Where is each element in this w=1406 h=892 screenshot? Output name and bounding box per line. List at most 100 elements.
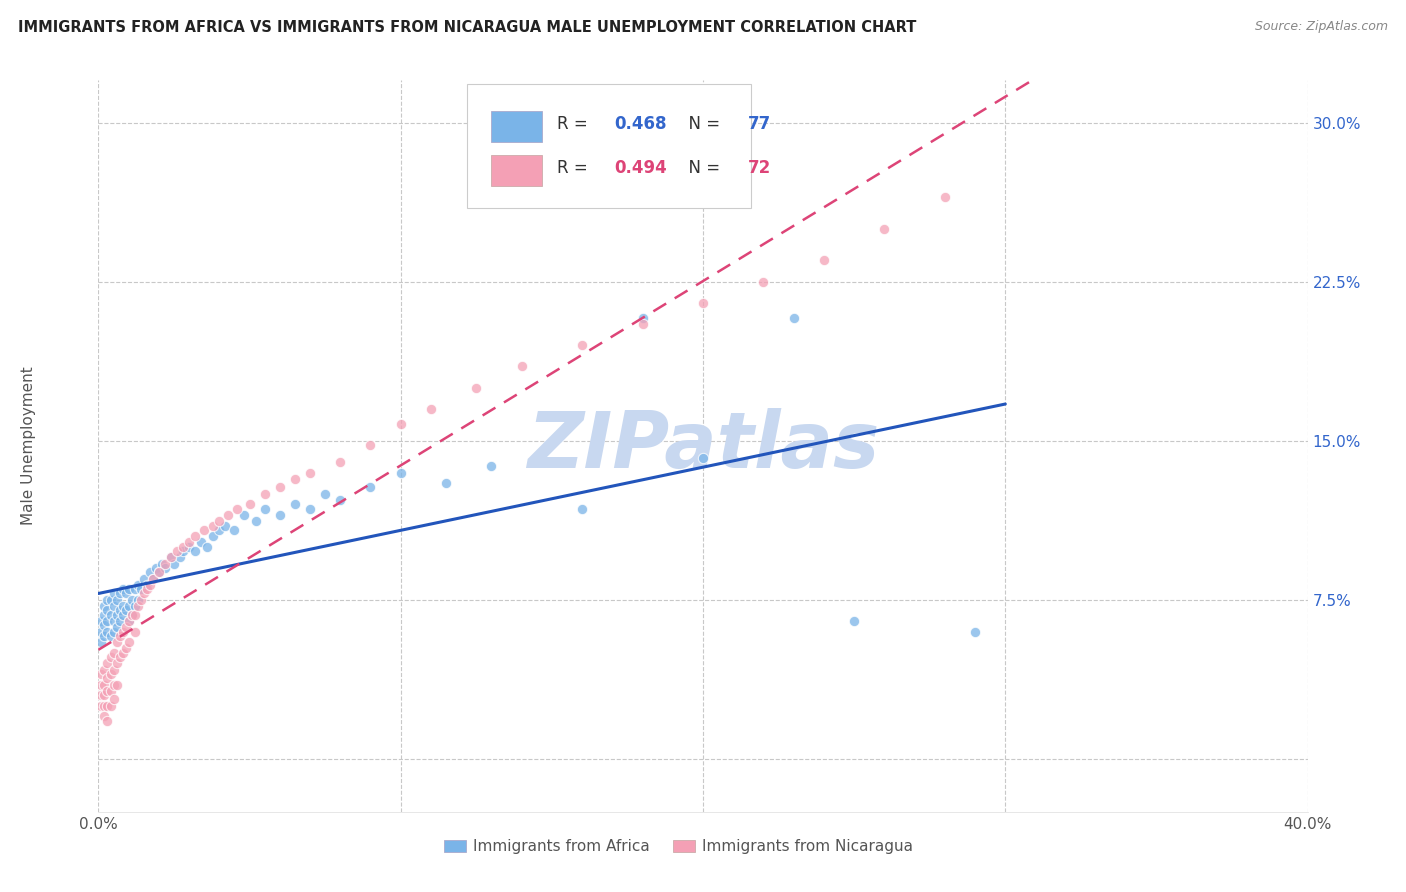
Point [208,514,231,528]
Point [169,550,191,565]
Point [214,518,236,533]
Point [103,624,125,639]
Point [510,359,533,374]
Point [108,603,131,617]
Point [96,698,118,713]
Point [93,688,115,702]
Point [90,614,112,628]
Point [93,698,115,713]
Point [179,535,201,549]
Point [118,614,141,628]
Point [105,677,128,691]
Point [434,476,457,491]
Point [224,523,246,537]
Point [314,486,336,500]
Point [253,501,276,516]
Point [103,614,125,628]
Point [93,599,115,613]
Text: IMMIGRANTS FROM AFRICA VS IMMIGRANTS FROM NICARAGUA MALE UNEMPLOYMENT CORRELATIO: IMMIGRANTS FROM AFRICA VS IMMIGRANTS FRO… [18,20,917,35]
Point [96,624,118,639]
Point [232,508,254,522]
Point [208,523,231,537]
Point [100,592,122,607]
Point [105,607,128,622]
Point [108,629,131,643]
Point [139,565,162,579]
Point [135,582,157,596]
Point [631,310,654,325]
Point [105,620,128,634]
Point [253,486,276,500]
Point [121,607,143,622]
Point [103,586,125,600]
Point [160,550,183,565]
Point [172,544,194,558]
Point [93,709,115,723]
Point [465,381,488,395]
Point [124,607,146,622]
Point [100,607,122,622]
Point [813,253,835,268]
Point [873,221,896,235]
Point [90,677,112,691]
Point [121,607,143,622]
Point [100,698,122,713]
Point [93,618,115,632]
Point [284,472,307,486]
Point [105,635,128,649]
Point [163,557,186,571]
Point [124,599,146,613]
FancyBboxPatch shape [492,155,543,186]
Point [100,684,122,698]
Point [269,508,291,522]
Point [752,275,775,289]
Point [299,501,322,516]
Point [965,624,987,639]
Point [389,417,412,431]
Point [96,614,118,628]
Point [420,401,443,416]
Point [166,544,188,558]
Point [96,684,118,698]
Point [127,592,149,607]
Text: N =: N = [678,159,725,177]
Point [692,450,714,465]
Point [118,599,141,613]
Y-axis label: Male Unemployment: Male Unemployment [21,367,37,525]
Point [172,540,194,554]
Point [193,523,215,537]
Point [96,714,118,728]
Point [226,501,249,516]
Point [692,296,714,310]
Point [153,557,176,571]
Point [142,572,165,586]
Point [132,586,155,600]
Point [148,565,170,579]
Point [100,667,122,681]
Point [111,624,134,639]
Point [571,338,593,352]
Point [150,557,173,571]
Point [299,466,322,480]
Point [103,646,125,660]
Point [118,582,141,596]
Point [103,663,125,677]
Point [108,649,131,664]
Point [360,480,382,494]
Point [111,646,134,660]
Text: 77: 77 [748,115,770,133]
Point [139,578,162,592]
Point [108,586,131,600]
Point [129,592,152,607]
Point [142,572,165,586]
Point [124,624,146,639]
Point [105,657,128,671]
Point [571,501,593,516]
Point [631,317,654,331]
Point [124,582,146,596]
Point [245,514,267,528]
Point [93,607,115,622]
Point [90,624,112,639]
Point [114,620,136,634]
Point [127,578,149,592]
